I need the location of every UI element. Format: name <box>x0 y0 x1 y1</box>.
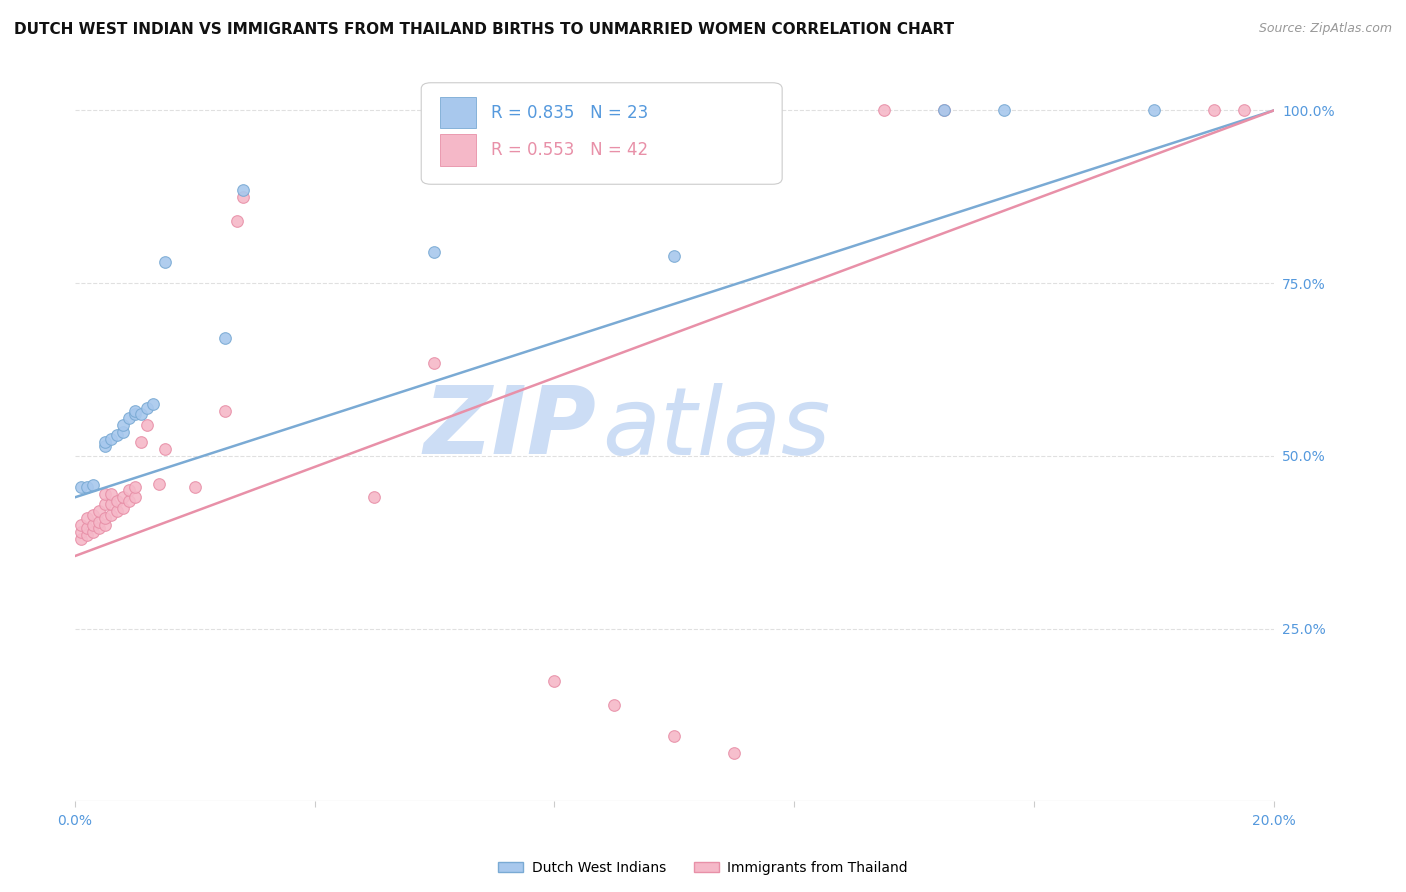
Text: atlas: atlas <box>602 383 831 474</box>
Point <box>153 255 176 269</box>
Point <box>117 483 139 498</box>
Point <box>993 103 1015 118</box>
FancyBboxPatch shape <box>440 135 477 166</box>
FancyBboxPatch shape <box>440 97 477 128</box>
Point <box>932 103 955 118</box>
Text: ZIP: ZIP <box>423 383 596 475</box>
Point <box>124 404 146 418</box>
Point <box>93 435 115 450</box>
Point <box>664 248 686 262</box>
Text: R = 0.553   N = 42: R = 0.553 N = 42 <box>491 141 648 159</box>
Point <box>183 480 205 494</box>
Point <box>232 183 254 197</box>
Point <box>111 491 134 505</box>
Point <box>87 504 110 518</box>
Point <box>603 698 626 712</box>
Point <box>82 478 104 492</box>
Point <box>69 524 91 539</box>
Point <box>135 417 157 432</box>
Point <box>100 487 122 501</box>
Point <box>93 487 115 501</box>
Point <box>1202 103 1225 118</box>
Point <box>82 518 104 533</box>
Text: Source: ZipAtlas.com: Source: ZipAtlas.com <box>1258 22 1392 36</box>
Point <box>117 493 139 508</box>
FancyBboxPatch shape <box>422 83 782 185</box>
Point <box>124 480 146 494</box>
Point <box>87 515 110 529</box>
Point <box>117 411 139 425</box>
Point <box>76 528 98 542</box>
Point <box>148 476 170 491</box>
Point <box>100 508 122 522</box>
Point <box>225 214 247 228</box>
Point <box>93 497 115 511</box>
Text: DUTCH WEST INDIAN VS IMMIGRANTS FROM THAILAND BIRTHS TO UNMARRIED WOMEN CORRELAT: DUTCH WEST INDIAN VS IMMIGRANTS FROM THA… <box>14 22 955 37</box>
Point <box>129 435 152 450</box>
Point <box>129 408 152 422</box>
Point <box>124 408 146 422</box>
Point <box>214 404 236 418</box>
Point <box>105 493 128 508</box>
Point <box>105 504 128 518</box>
Point <box>105 428 128 442</box>
Point <box>82 508 104 522</box>
Point <box>142 397 165 411</box>
Point <box>93 518 115 533</box>
Point <box>87 521 110 535</box>
Point <box>423 245 446 260</box>
Point <box>543 673 565 688</box>
Point <box>723 746 745 760</box>
Point <box>76 480 98 494</box>
Point <box>111 425 134 439</box>
Legend: Dutch West Indians, Immigrants from Thailand: Dutch West Indians, Immigrants from Thai… <box>492 855 914 880</box>
Point <box>69 480 91 494</box>
Text: R = 0.835   N = 23: R = 0.835 N = 23 <box>491 103 648 121</box>
Point <box>664 729 686 743</box>
Point <box>93 511 115 525</box>
Point <box>423 356 446 370</box>
Point <box>111 417 134 432</box>
Point <box>232 190 254 204</box>
Point <box>93 439 115 453</box>
Point <box>932 103 955 118</box>
Point <box>124 491 146 505</box>
Point <box>135 401 157 415</box>
Point <box>82 524 104 539</box>
Point <box>153 442 176 456</box>
Point <box>214 331 236 345</box>
Point <box>1143 103 1166 118</box>
Point <box>873 103 896 118</box>
Point <box>1233 103 1256 118</box>
Point <box>76 521 98 535</box>
Point <box>76 511 98 525</box>
Point <box>100 497 122 511</box>
Point <box>100 432 122 446</box>
Point <box>69 518 91 533</box>
Point <box>363 491 385 505</box>
Point <box>111 500 134 515</box>
Point <box>69 532 91 546</box>
